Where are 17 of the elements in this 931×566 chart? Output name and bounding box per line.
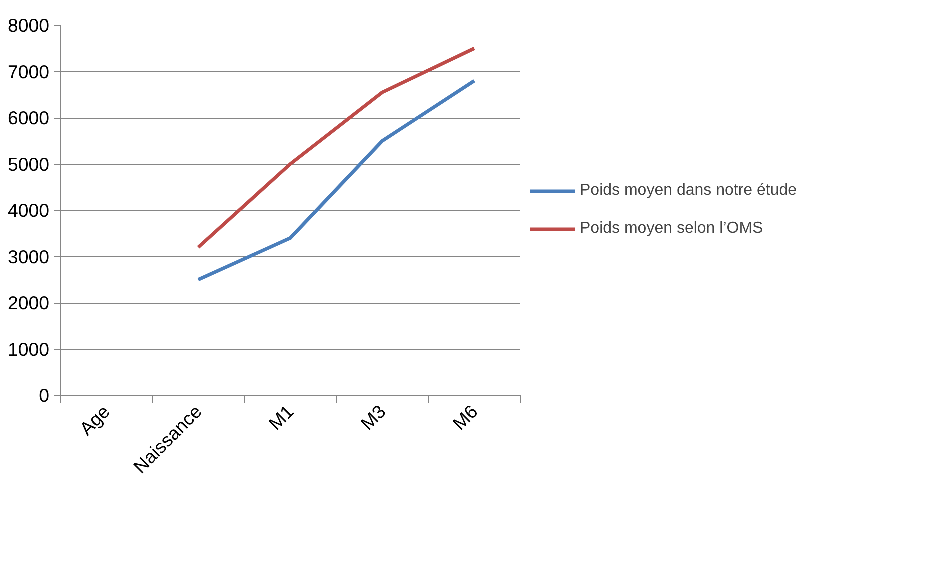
y-tick-label: 2000 — [8, 292, 50, 314]
y-tick-label: 0 — [39, 385, 50, 406]
line-series — [196, 46, 476, 250]
line-series — [196, 79, 476, 282]
legend-label: Poids moyen dans notre étude — [580, 182, 798, 200]
legend-label: Poids moyen selon l’OMS — [580, 220, 764, 238]
y-tick-label: 8000 — [8, 15, 50, 36]
y-tick-label: 4000 — [8, 200, 50, 221]
y-tick-label: 3000 — [8, 246, 50, 268]
x-tick-label: Age — [76, 401, 114, 440]
y-tick-label: 6000 — [8, 108, 50, 128]
x-tick-label: M3 — [356, 401, 390, 434]
x-tick-label: M6 — [448, 401, 482, 434]
y-tick-label: 5000 — [8, 154, 50, 175]
x-tick-label: M1 — [264, 401, 298, 434]
y-tick-label: 1000 — [8, 338, 50, 360]
y-tick-label: 7000 — [8, 61, 50, 82]
